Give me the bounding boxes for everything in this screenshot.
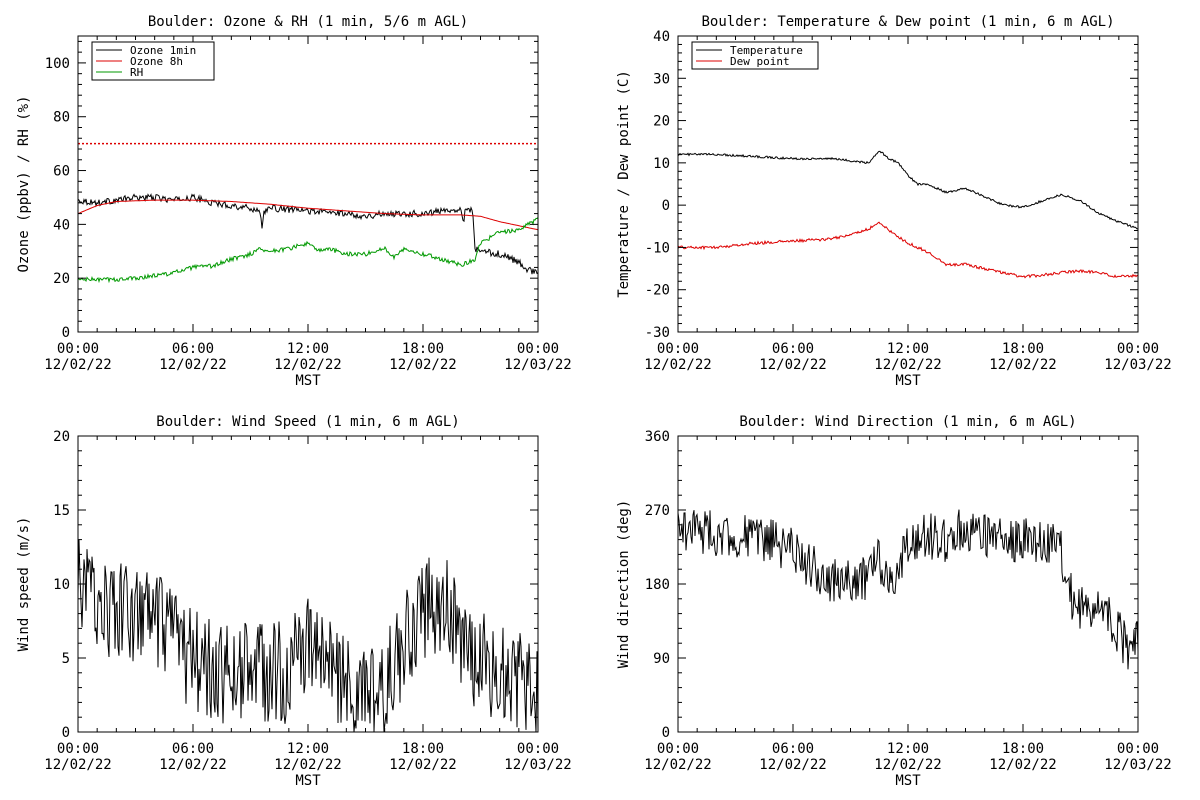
y-tick-label: 30 <box>653 71 670 87</box>
legend-label: Ozone 8h <box>130 55 183 68</box>
legend-label: Ozone 1min <box>130 44 196 57</box>
chart-title: Boulder: Wind Speed (1 min, 6 m AGL) <box>156 414 459 430</box>
x-tick-label: 12:00 <box>887 341 929 357</box>
y-tick-label: 40 <box>53 217 70 233</box>
y-tick-label: 90 <box>653 651 670 667</box>
chart-panel-1: Boulder: Ozone & RH (1 min, 5/6 m AGL) Oz… <box>16 14 572 389</box>
y-tick-label: 100 <box>45 56 70 72</box>
x-tick-date-label: 12/02/22 <box>389 357 456 373</box>
x-tick-label: 18:00 <box>402 741 444 757</box>
y-tick-label: 0 <box>62 325 70 341</box>
x-tick-label: 00:00 <box>1117 341 1159 357</box>
series-line-data <box>77 539 539 733</box>
legend-label: Dew point <box>730 55 790 68</box>
legend-box <box>691 41 819 70</box>
y-tick-label: 15 <box>53 503 70 519</box>
y-tick-label: -30 <box>645 325 670 341</box>
x-tick-date-label: 12/02/22 <box>159 757 226 773</box>
x-tick-date-label: 12/03/22 <box>1104 357 1171 373</box>
x-tick-label: 18:00 <box>1002 741 1044 757</box>
x-tick-date-label: 12/02/22 <box>274 757 341 773</box>
y-tick-label: 40 <box>653 29 670 45</box>
chart-panel-3: Boulder: Wind Speed (1 min, 6 m AGL) Wind… <box>16 414 572 789</box>
y-tick-label: 5 <box>62 651 70 667</box>
x-tick-date-label: 12/02/22 <box>989 757 1056 773</box>
series-line-rh <box>77 217 539 284</box>
x-tick-date-label: 12/03/22 <box>504 357 571 373</box>
y-tick-label: -10 <box>645 240 670 256</box>
x-tick-date-label: 12/02/22 <box>759 357 826 373</box>
y-axis-label: Wind speed (m/s) <box>16 517 32 652</box>
y-tick-label: 80 <box>53 110 70 126</box>
x-axis-label: MST <box>895 773 921 789</box>
chart-title: Boulder: Temperature & Dew point (1 min,… <box>701 14 1114 30</box>
legend-label: Temperature <box>730 44 803 57</box>
x-tick-label: 18:00 <box>1002 341 1044 357</box>
x-tick-date-label: 12/02/22 <box>874 757 941 773</box>
y-tick-label: 60 <box>53 164 70 180</box>
chart-panel-4: Boulder: Wind Direction (1 min, 6 m AGL)… <box>616 414 1172 789</box>
x-tick-label: 00:00 <box>57 341 99 357</box>
x-axis-label: MST <box>295 773 321 789</box>
x-tick-label: 00:00 <box>517 341 559 357</box>
chart-title: Boulder: Wind Direction (1 min, 6 m AGL) <box>739 414 1076 430</box>
x-tick-label: 00:00 <box>657 341 699 357</box>
x-tick-label: 06:00 <box>172 341 214 357</box>
y-axis-label: Wind direction (deg) <box>616 500 632 669</box>
series-line-ozone-8h <box>77 199 539 231</box>
series-line-dew-point <box>677 221 1139 279</box>
x-tick-date-label: 12/02/22 <box>44 357 111 373</box>
series-line-data <box>677 509 1139 670</box>
x-tick-label: 00:00 <box>657 741 699 757</box>
plot-frame <box>677 35 1139 333</box>
x-tick-date-label: 12/03/22 <box>504 757 571 773</box>
x-tick-label: 00:00 <box>57 741 99 757</box>
x-tick-label: 00:00 <box>517 741 559 757</box>
y-tick-label: 10 <box>653 156 670 172</box>
legend-label: RH <box>130 66 143 79</box>
x-tick-label: 12:00 <box>887 741 929 757</box>
chart-panel-2: Boulder: Temperature & Dew point (1 min,… <box>616 14 1172 389</box>
y-tick-label: 0 <box>662 198 670 214</box>
x-tick-date-label: 12/02/22 <box>274 357 341 373</box>
x-tick-label: 06:00 <box>772 341 814 357</box>
y-tick-label: 10 <box>53 577 70 593</box>
x-tick-date-label: 12/02/22 <box>874 357 941 373</box>
y-tick-label: 0 <box>662 725 670 741</box>
series-line-temperature <box>677 150 1139 230</box>
x-axis-label: MST <box>295 373 321 389</box>
y-tick-label: 20 <box>653 114 670 130</box>
x-tick-date-label: 12/02/22 <box>989 357 1056 373</box>
chart-title: Boulder: Ozone & RH (1 min, 5/6 m AGL) <box>148 14 468 30</box>
y-tick-label: -20 <box>645 283 670 299</box>
x-tick-date-label: 12/02/22 <box>44 757 111 773</box>
x-tick-date-label: 12/02/22 <box>389 757 456 773</box>
x-axis-label: MST <box>895 373 921 389</box>
x-tick-date-label: 12/02/22 <box>159 357 226 373</box>
x-tick-label: 12:00 <box>287 741 329 757</box>
x-tick-date-label: 12/03/22 <box>1104 757 1171 773</box>
y-tick-label: 180 <box>645 577 670 593</box>
x-tick-label: 18:00 <box>402 341 444 357</box>
x-tick-label: 00:00 <box>1117 741 1159 757</box>
y-tick-label: 270 <box>645 503 670 519</box>
x-tick-label: 06:00 <box>172 741 214 757</box>
x-tick-label: 06:00 <box>772 741 814 757</box>
x-tick-label: 12:00 <box>287 341 329 357</box>
y-tick-label: 360 <box>645 429 670 445</box>
x-tick-date-label: 12/02/22 <box>644 357 711 373</box>
y-axis-label: Ozone (ppbv) / RH (%) <box>16 95 32 272</box>
y-axis-label: Temperature / Dew point (C) <box>616 70 632 298</box>
y-tick-label: 0 <box>62 725 70 741</box>
y-tick-label: 20 <box>53 271 70 287</box>
x-tick-date-label: 12/02/22 <box>644 757 711 773</box>
y-tick-label: 20 <box>53 429 70 445</box>
x-tick-date-label: 12/02/22 <box>759 757 826 773</box>
